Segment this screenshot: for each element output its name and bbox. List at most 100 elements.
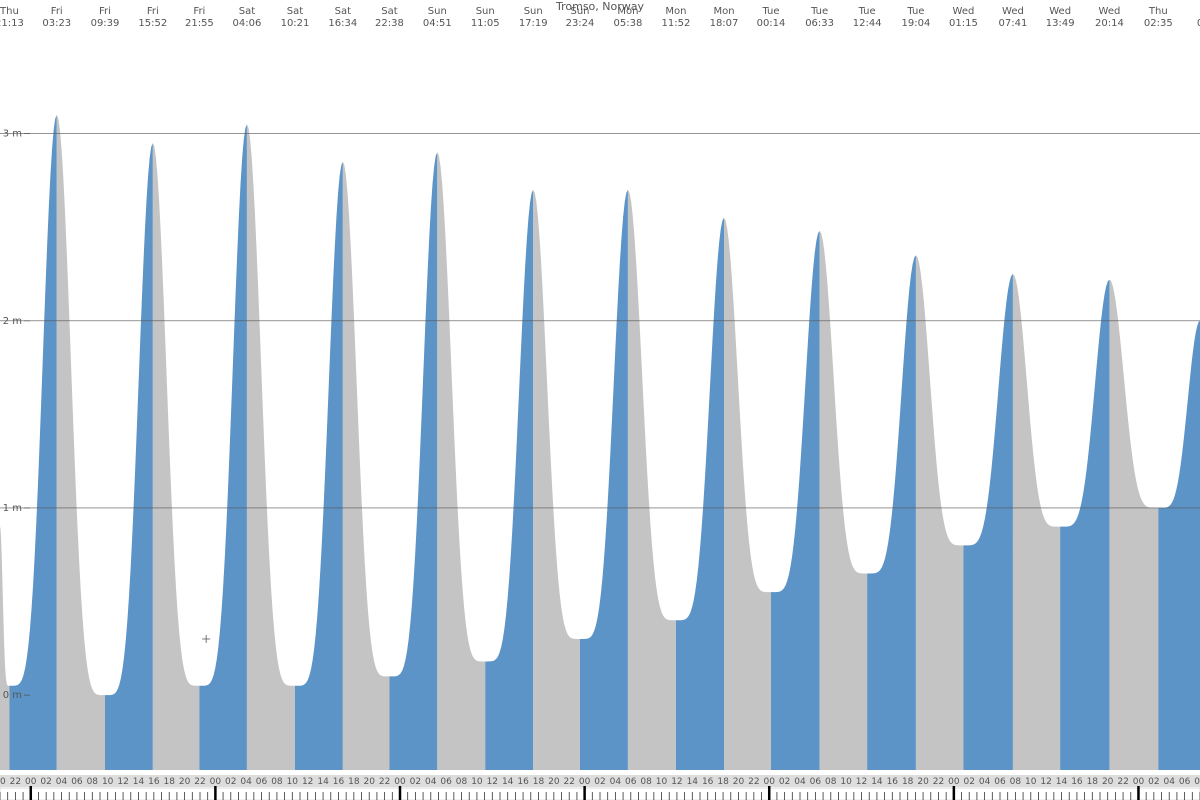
x-tick-label: 08 [640,777,652,787]
top-time-label: 05:38 [614,18,643,29]
x-tick-label: 18 [533,777,545,787]
tide-half-8 [389,152,437,770]
top-time-label: 20:14 [1095,18,1124,29]
x-tick-label: 12 [671,777,682,787]
top-time-label: 23:24 [566,18,595,29]
tide-half-5 [247,124,295,770]
top-day-label: Mon [665,6,686,17]
x-tick-label: 06 [256,777,268,787]
top-time-label: 04:06 [233,18,262,29]
top-time-label: 06:33 [805,18,834,29]
x-tick-label: 10 [1025,777,1037,787]
x-tick-label: 06 [440,777,452,787]
tide-half-23 [1109,280,1158,770]
top-day-label: Sat [239,6,255,17]
x-tick-label: 12 [856,777,867,787]
top-day-label: Tue [858,6,876,17]
tide-half-1 [57,115,105,770]
top-time-label: 19:04 [902,18,931,29]
x-tick-label: 14 [502,777,514,787]
x-tick-label: 06 [71,777,83,787]
x-tick-label: 22 [748,777,759,787]
top-time-label: 21:55 [185,18,214,29]
x-tick-label: 04 [56,777,68,787]
top-day-label: Wed [1049,6,1071,17]
x-tick-label: 20 [0,777,6,787]
x-tick-label: 18 [164,777,176,787]
x-tick-label: 20 [917,777,929,787]
x-tick-label: 00 [579,777,591,787]
x-tick-label: 04 [610,777,622,787]
x-tick-label: 02 [594,777,605,787]
top-time-label: 18:07 [710,18,739,29]
x-tick-label: 04 [240,777,252,787]
x-tick-label: 22 [10,777,21,787]
top-day-label: Sun [570,6,589,17]
tide-half-14 [676,218,724,770]
x-tick-label: 14 [687,777,699,787]
tide-half-18 [867,255,916,770]
x-tick-label: 10 [287,777,299,787]
x-tick-label: 20 [1102,777,1114,787]
x-tick-label: 00 [210,777,222,787]
x-tick-label: 00 [25,777,37,787]
tide-half-24 [1158,321,1200,770]
x-tick-label: 10 [656,777,668,787]
tide-half-11 [533,190,580,770]
tide-half-17 [820,231,868,770]
top-time-label: 21:13 [0,18,24,29]
x-tick-label: 16 [1071,777,1083,787]
top-day-label: Fri [51,6,63,17]
x-tick-label: 02 [1148,777,1159,787]
top-day-label: Sat [381,6,397,17]
top-time-label: 11:05 [471,18,500,29]
x-tick-label: 08 [87,777,99,787]
tide-half-10 [485,190,533,770]
top-time-label: 07:41 [999,18,1028,29]
top-day-label: Wed [1002,6,1024,17]
x-tick-label: 22 [933,777,944,787]
x-tick-label: 20 [179,777,191,787]
tide-half-15 [724,218,771,770]
x-tick-label: 20 [364,777,376,787]
top-day-label: Tue [761,6,779,17]
tide-half-16 [771,231,820,770]
tide-half-6 [295,162,343,770]
top-time-label: 15:52 [138,18,167,29]
top-day-label: Tue [906,6,924,17]
top-time-label: 11:52 [662,18,691,29]
x-tick-label: 06 [625,777,637,787]
x-tick-label: 04 [979,777,991,787]
tide-half-9 [437,152,485,770]
x-tick-label: 00 [1133,777,1145,787]
x-tick-label: 02 [779,777,790,787]
top-time-label: 10:21 [281,18,310,29]
x-tick-label: 16 [333,777,345,787]
tide-half-13 [628,190,676,770]
top-day-label: Sat [287,6,303,17]
x-tick-label: 16 [702,777,714,787]
x-tick-label: 18 [1087,777,1099,787]
top-day-label: Sat [335,6,351,17]
x-tick-label: 16 [887,777,899,787]
x-tick-label: 08 [1010,777,1022,787]
tide-half-3 [153,143,200,770]
tide-half-20 [963,274,1012,770]
x-tick-label: 12 [1040,777,1051,787]
tide-half-21 [1013,274,1060,770]
x-tick-label: 14 [1056,777,1068,787]
x-tick-label: 20 [733,777,745,787]
top-day-label: Wed [953,6,975,17]
tide-half-22 [1060,280,1109,770]
top-day-label: Mon [617,6,638,17]
tide-chart: 0 m1 m2 m3 mTromso, NorwayThu21:13Fri03:… [0,0,1200,800]
top-day-label: Sun [524,6,543,17]
y-tick-label: 3 m [3,129,22,140]
x-tick-label: 18 [348,777,360,787]
x-tick-label: 08 [456,777,468,787]
top-time-label: 01:15 [949,18,978,29]
x-tick-label: 06 [810,777,822,787]
top-day-label: Fri [99,6,111,17]
x-tick-label: 04 [425,777,437,787]
x-tick-label: 18 [717,777,729,787]
